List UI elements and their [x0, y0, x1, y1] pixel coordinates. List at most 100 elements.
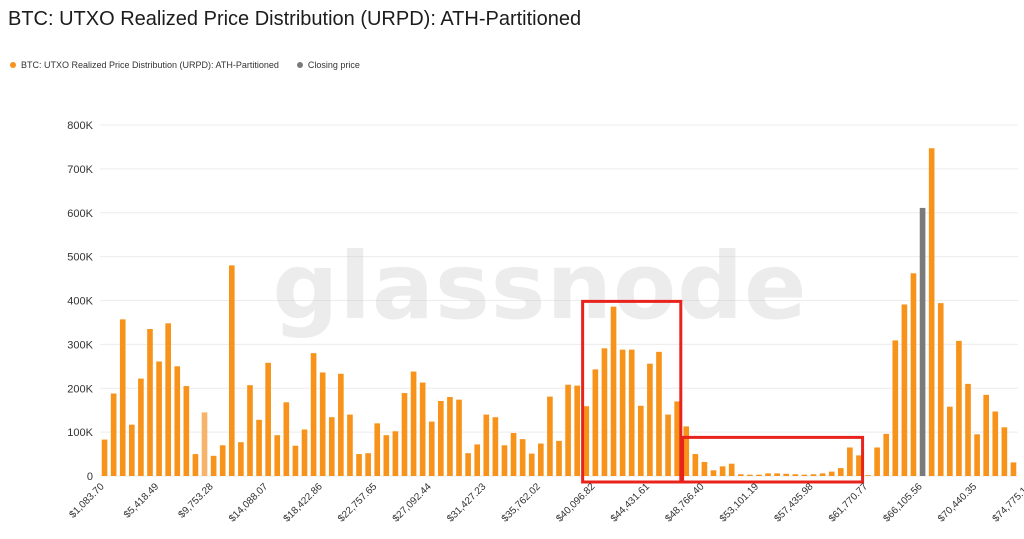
bar[interactable] — [647, 363, 653, 476]
bar[interactable] — [910, 273, 917, 476]
bar[interactable] — [365, 453, 371, 476]
bar[interactable] — [937, 303, 944, 476]
bar[interactable] — [810, 474, 817, 476]
bar[interactable] — [319, 372, 326, 476]
bar[interactable] — [901, 304, 908, 476]
bar[interactable] — [947, 406, 953, 476]
bar[interactable] — [310, 353, 317, 476]
bar[interactable] — [847, 447, 853, 476]
bar[interactable] — [547, 396, 553, 476]
bar[interactable] — [228, 265, 235, 476]
bar[interactable] — [574, 385, 580, 476]
bar[interactable] — [828, 471, 835, 476]
bar[interactable] — [856, 455, 862, 476]
bar[interactable] — [238, 442, 244, 476]
bar[interactable] — [628, 349, 635, 476]
bar[interactable] — [501, 445, 508, 476]
bar[interactable] — [1001, 427, 1008, 476]
bar[interactable] — [610, 306, 617, 476]
bar[interactable] — [801, 474, 808, 476]
bar[interactable] — [710, 470, 717, 476]
bar[interactable] — [683, 426, 690, 476]
bar[interactable] — [483, 414, 490, 476]
bar[interactable] — [247, 385, 253, 476]
bar[interactable] — [765, 473, 771, 476]
bar[interactable] — [474, 444, 481, 476]
bar[interactable] — [274, 435, 281, 476]
bar[interactable] — [538, 443, 544, 476]
bar[interactable] — [556, 440, 562, 476]
bar[interactable] — [265, 362, 271, 476]
bar[interactable] — [974, 434, 980, 476]
bar[interactable] — [656, 351, 662, 476]
bar[interactable] — [965, 383, 971, 476]
bar[interactable] — [110, 393, 117, 476]
bar[interactable] — [338, 373, 344, 476]
bar[interactable] — [783, 473, 790, 476]
bar[interactable] — [665, 414, 671, 476]
bar[interactable] — [456, 399, 462, 476]
bar[interactable] — [792, 474, 799, 476]
bar[interactable] — [401, 393, 408, 476]
bar[interactable] — [374, 423, 381, 476]
bar[interactable] — [928, 148, 935, 476]
legend-item-urpd[interactable]: BTC: UTXO Realized Price Distribution (U… — [10, 60, 279, 70]
bar[interactable] — [737, 474, 744, 476]
bar[interactable] — [119, 319, 126, 476]
bar[interactable] — [756, 474, 762, 476]
bar[interactable] — [565, 384, 571, 476]
bar[interactable] — [519, 439, 526, 476]
bar[interactable] — [601, 348, 608, 476]
bar[interactable] — [138, 378, 144, 476]
bar[interactable] — [438, 400, 444, 476]
bar[interactable] — [410, 371, 417, 476]
bar[interactable] — [592, 369, 599, 476]
bar[interactable] — [192, 454, 199, 476]
bar[interactable] — [983, 394, 990, 476]
bar[interactable] — [201, 412, 208, 476]
bar[interactable] — [837, 468, 844, 476]
bar[interactable] — [428, 421, 435, 476]
bar[interactable] — [165, 323, 171, 476]
bar[interactable] — [292, 445, 299, 476]
bar[interactable] — [637, 405, 644, 476]
bar[interactable] — [174, 366, 181, 476]
bar[interactable] — [219, 445, 226, 476]
bar[interactable] — [210, 455, 217, 476]
legend-item-closing-price[interactable]: Closing price — [296, 60, 360, 70]
bar[interactable] — [701, 461, 708, 476]
bar[interactable] — [392, 431, 399, 476]
bar[interactable] — [819, 473, 826, 476]
bar[interactable] — [101, 439, 108, 476]
bar[interactable] — [147, 329, 153, 476]
bar[interactable] — [883, 433, 890, 476]
bar[interactable] — [992, 411, 999, 476]
bar[interactable] — [774, 473, 780, 476]
bar[interactable] — [301, 429, 308, 476]
bar[interactable] — [156, 361, 162, 476]
bar[interactable] — [347, 414, 353, 476]
bar[interactable] — [183, 386, 190, 476]
bar[interactable] — [465, 453, 471, 476]
bar[interactable] — [956, 340, 962, 476]
bar[interactable] — [619, 349, 626, 476]
bar[interactable] — [447, 397, 453, 476]
bar[interactable] — [510, 433, 517, 476]
bar[interactable] — [128, 424, 135, 476]
bar[interactable] — [583, 406, 590, 476]
bar[interactable] — [528, 453, 535, 476]
bar[interactable] — [419, 382, 426, 476]
bar[interactable] — [674, 401, 680, 476]
bar[interactable] — [328, 417, 335, 476]
bar[interactable] — [719, 466, 726, 476]
bar[interactable] — [256, 419, 262, 476]
bar[interactable] — [874, 447, 880, 476]
bar[interactable] — [1010, 462, 1017, 476]
bar[interactable] — [283, 402, 290, 476]
bar[interactable] — [492, 417, 499, 476]
bar[interactable] — [692, 454, 699, 476]
closing-price-bar[interactable] — [919, 207, 926, 476]
bar[interactable] — [728, 463, 735, 476]
bar[interactable] — [383, 435, 390, 476]
bar[interactable] — [865, 475, 871, 476]
